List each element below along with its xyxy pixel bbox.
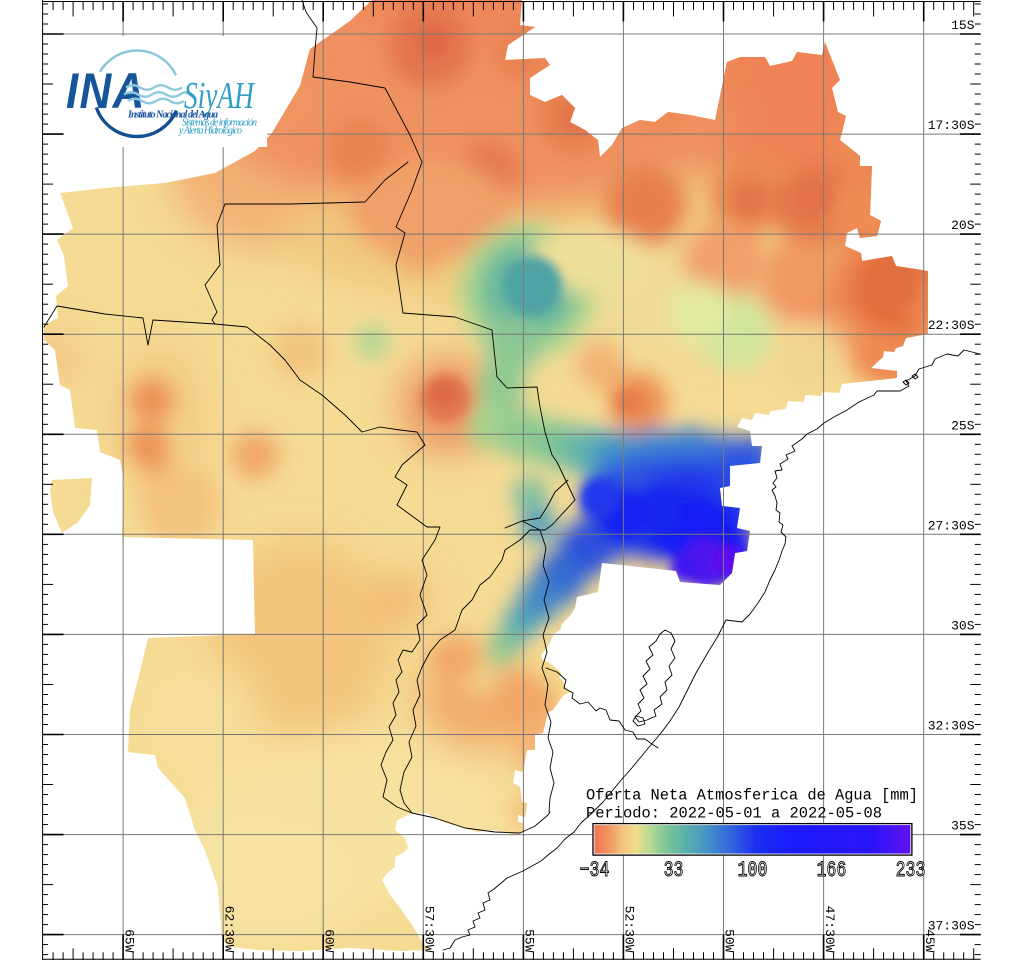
svg-text:65W: 65W — [121, 929, 136, 953]
svg-text:SiyAH: SiyAH — [184, 75, 256, 117]
svg-text:100: 100 — [738, 858, 768, 883]
svg-text:62:30W: 62:30W — [221, 906, 236, 953]
svg-text:27:30S: 27:30S — [928, 518, 975, 533]
svg-text:166: 166 — [817, 858, 847, 883]
svg-text:30S: 30S — [951, 618, 975, 633]
svg-text:17:30S: 17:30S — [928, 118, 975, 133]
svg-text:25S: 25S — [951, 418, 975, 433]
svg-text:233: 233 — [896, 858, 926, 883]
svg-text:15S: 15S — [951, 18, 975, 33]
svg-text:Oferta Neta Atmosferica de Agu: Oferta Neta Atmosferica de Agua [mm] — [586, 787, 918, 805]
svg-text:45W: 45W — [922, 929, 937, 953]
svg-text:33: 33 — [664, 858, 684, 883]
svg-text:57:30W: 57:30W — [422, 906, 437, 953]
svg-text:20S: 20S — [951, 218, 975, 233]
svg-text:60W: 60W — [321, 929, 336, 953]
svg-text:INA: INA — [66, 62, 146, 118]
svg-text:Sistemas de información: Sistemas de información — [182, 118, 257, 129]
svg-text:50W: 50W — [722, 929, 737, 953]
svg-text:52:30W: 52:30W — [622, 906, 637, 953]
svg-text:37:30S: 37:30S — [928, 919, 975, 934]
svg-text:−34: −34 — [580, 858, 610, 883]
svg-text:55W: 55W — [522, 929, 537, 953]
svg-text:y Alerta Hidrológico: y Alerta Hidrológico — [178, 126, 242, 137]
svg-text:35S: 35S — [951, 819, 975, 834]
svg-text:22:30S: 22:30S — [928, 318, 975, 333]
svg-text:Instituto Nacional del Agua: Instituto Nacional del Agua — [127, 110, 218, 121]
svg-text:Periodo: 2022-05-01 a 2022-05-: Periodo: 2022-05-01 a 2022-05-08 — [586, 805, 882, 823]
svg-text:47:30W: 47:30W — [822, 906, 837, 953]
svg-text:32:30S: 32:30S — [928, 719, 975, 734]
